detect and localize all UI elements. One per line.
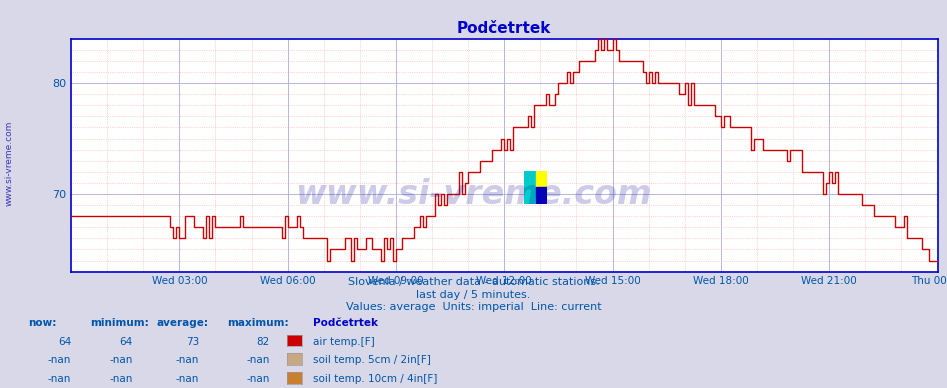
- Text: 64: 64: [119, 336, 133, 346]
- Text: soil temp. 10cm / 4in[F]: soil temp. 10cm / 4in[F]: [313, 374, 437, 384]
- Text: www.si-vreme.com: www.si-vreme.com: [5, 120, 14, 206]
- Text: -nan: -nan: [246, 374, 270, 384]
- Text: Slovenia / weather data - automatic stations.: Slovenia / weather data - automatic stat…: [348, 277, 599, 287]
- Bar: [536, 187, 547, 204]
- Text: 73: 73: [186, 336, 199, 346]
- Bar: [536, 171, 547, 187]
- Text: www.si-vreme.com: www.si-vreme.com: [295, 177, 652, 211]
- Title: Podčetrtek: Podčetrtek: [457, 21, 551, 36]
- Bar: [524, 171, 536, 204]
- Text: last day / 5 minutes.: last day / 5 minutes.: [417, 289, 530, 300]
- Text: air temp.[F]: air temp.[F]: [313, 336, 374, 346]
- Text: average:: average:: [156, 318, 208, 328]
- Text: 64: 64: [58, 336, 71, 346]
- Text: -nan: -nan: [175, 374, 199, 384]
- Text: minimum:: minimum:: [90, 318, 149, 328]
- Text: 82: 82: [257, 336, 270, 346]
- Text: -nan: -nan: [109, 374, 133, 384]
- Text: -nan: -nan: [175, 355, 199, 365]
- Text: -nan: -nan: [109, 355, 133, 365]
- Text: -nan: -nan: [246, 355, 270, 365]
- Text: -nan: -nan: [47, 374, 71, 384]
- Text: maximum:: maximum:: [227, 318, 289, 328]
- Text: now:: now:: [28, 318, 57, 328]
- Text: soil temp. 5cm / 2in[F]: soil temp. 5cm / 2in[F]: [313, 355, 430, 365]
- Text: Podčetrtek: Podčetrtek: [313, 318, 378, 328]
- Text: -nan: -nan: [47, 355, 71, 365]
- Text: Values: average  Units: imperial  Line: current: Values: average Units: imperial Line: cu…: [346, 302, 601, 312]
